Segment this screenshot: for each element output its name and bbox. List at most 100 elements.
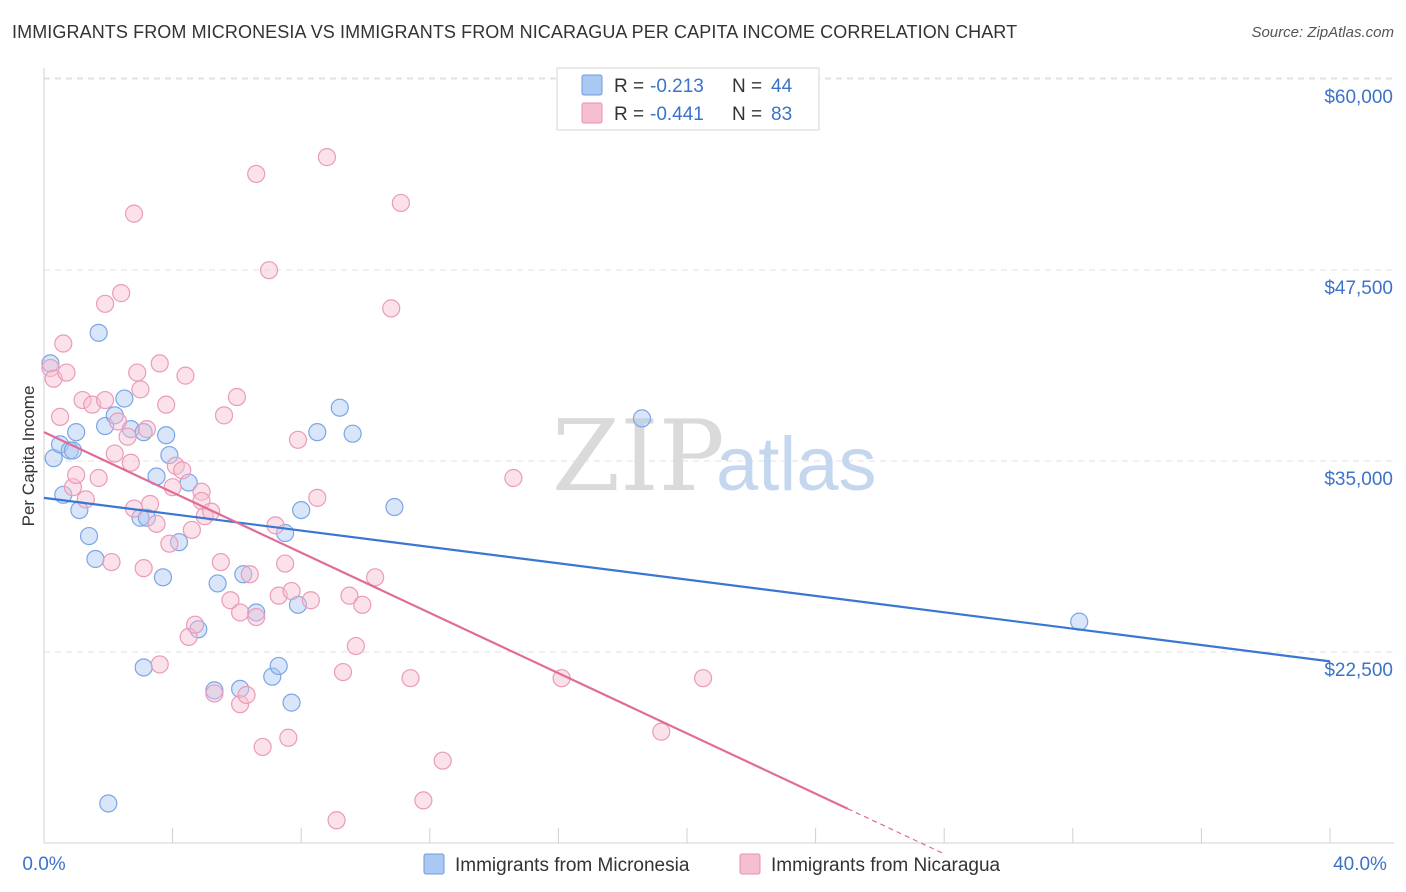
nicaragua-trend-line: [43, 431, 849, 810]
nicaragua-point: [247, 607, 266, 627]
micronesia-point: [282, 693, 301, 712]
nicaragua-point: [214, 406, 234, 425]
micronesia-point: [41, 354, 60, 373]
nicaragua-point: [382, 299, 401, 318]
y-tick-label: $35,000: [1324, 469, 1393, 490]
nicaragua-point: [340, 586, 359, 605]
nicaragua-point: [67, 465, 86, 485]
nicaragua-point: [276, 554, 295, 573]
nicaragua-point: [128, 363, 147, 382]
nicaragua-point: [182, 520, 201, 540]
micronesia-point: [99, 794, 118, 813]
legend-n-value-1: 44: [771, 76, 793, 97]
micronesia-point: [234, 565, 253, 584]
nicaragua-point: [240, 565, 259, 584]
nicaragua-point: [253, 737, 272, 757]
nicaragua-point: [54, 334, 73, 353]
nicaragua-point: [105, 444, 124, 463]
nicaragua-point: [247, 164, 266, 184]
nicaragua-point: [102, 552, 121, 572]
legend-n-label-2: N =: [732, 104, 762, 125]
nicaragua-point: [95, 390, 115, 410]
legend-n-label-1: N =: [732, 76, 762, 97]
y-tick-label: $22,500: [1324, 660, 1393, 681]
micronesia-point: [247, 603, 266, 622]
y-axis-label: Per Capita Income: [19, 386, 38, 527]
nicaragua-point: [401, 669, 420, 688]
nicaragua-point: [150, 655, 169, 674]
nicaragua-point: [89, 468, 108, 488]
y-tick-labels: $22,500 $35,000 $47,500 $60,000: [1324, 87, 1393, 681]
trend-lines: [43, 431, 1331, 855]
nicaragua-point: [205, 684, 224, 703]
nicaragua-point: [353, 595, 372, 614]
nicaragua-point: [131, 380, 150, 399]
nicaragua-point: [50, 407, 70, 426]
x-tick-label-max: 40.0%: [1333, 854, 1387, 875]
x-ticks: [43, 828, 1331, 843]
nicaragua-point: [279, 728, 298, 747]
micronesia-point: [208, 574, 227, 593]
nicaragua-point: [176, 366, 195, 385]
nicaragua-point: [95, 294, 115, 313]
bottom-legend: Immigrants from Micronesia Immigrants fr…: [423, 853, 1001, 876]
nicaragua-point: [160, 534, 179, 553]
bottom-legend-swatch-micronesia: [423, 853, 445, 875]
micronesia-point: [160, 445, 179, 465]
nicaragua-point: [366, 568, 385, 587]
nicaragua-trend-extension: [847, 808, 945, 855]
legend: R = -0.213 N = 44 R = -0.441 N = 83: [556, 67, 820, 131]
nicaragua-point: [237, 685, 256, 705]
chart-title: IMMIGRANTS FROM MICRONESIA VS IMMIGRANTS…: [12, 22, 1018, 42]
nicaragua-point: [308, 488, 327, 507]
nicaragua-point: [124, 204, 144, 223]
micronesia-point: [330, 398, 349, 417]
nicaragua-point: [227, 387, 246, 407]
legend-r-label-1: R =: [614, 76, 644, 97]
nicaragua-point: [288, 430, 308, 449]
nicaragua-point: [157, 395, 176, 414]
nicaragua-point: [259, 261, 279, 280]
micronesia-point: [308, 423, 327, 442]
micronesia-point: [153, 568, 173, 587]
watermark-zip: ZIP: [552, 400, 725, 514]
bottom-legend-label-micronesia: Immigrants from Micronesia: [455, 855, 690, 876]
micronesia-point: [115, 389, 134, 408]
micronesia-point: [632, 409, 652, 428]
nicaragua-point: [211, 552, 230, 572]
nicaragua-point: [118, 427, 137, 446]
nicaragua-point: [317, 148, 337, 167]
nicaragua-point: [231, 603, 250, 622]
micronesia-point: [385, 497, 404, 517]
nicaragua-point: [221, 591, 240, 610]
micronesia-point: [67, 423, 86, 442]
nicaragua-point: [112, 284, 131, 303]
micronesia-point: [89, 323, 108, 342]
legend-r-value-2: -0.441: [650, 104, 704, 125]
legend-n-value-2: 83: [771, 104, 792, 125]
legend-r-label-2: R =: [614, 104, 644, 125]
micronesia-point: [134, 658, 153, 677]
y-tick-label: $47,500: [1324, 278, 1393, 299]
y-tick-label: $60,000: [1324, 87, 1393, 108]
nicaragua-point: [57, 363, 76, 382]
micronesia-point: [137, 508, 156, 527]
micronesia-point: [292, 500, 311, 520]
nicaragua-point: [652, 722, 671, 741]
nicaragua-point: [150, 354, 169, 373]
micronesia-trend-line: [43, 496, 1331, 663]
legend-swatch-micronesia: [581, 74, 603, 96]
nicaragua-point: [414, 791, 433, 810]
nicaragua-point: [231, 695, 250, 714]
micronesia-point: [1070, 612, 1089, 631]
watermark-atlas: atlas: [716, 422, 877, 507]
legend-r-value-1: -0.213: [650, 76, 704, 97]
nicaragua-point: [333, 662, 353, 682]
nicaragua-point: [346, 636, 365, 656]
nicaragua-point: [108, 412, 128, 431]
nicaragua-point: [391, 193, 410, 213]
x-tick-label-min: 0.0%: [22, 854, 65, 875]
nicaragua-point: [137, 420, 156, 439]
chart-source: Source: ZipAtlas.com: [1251, 24, 1394, 41]
